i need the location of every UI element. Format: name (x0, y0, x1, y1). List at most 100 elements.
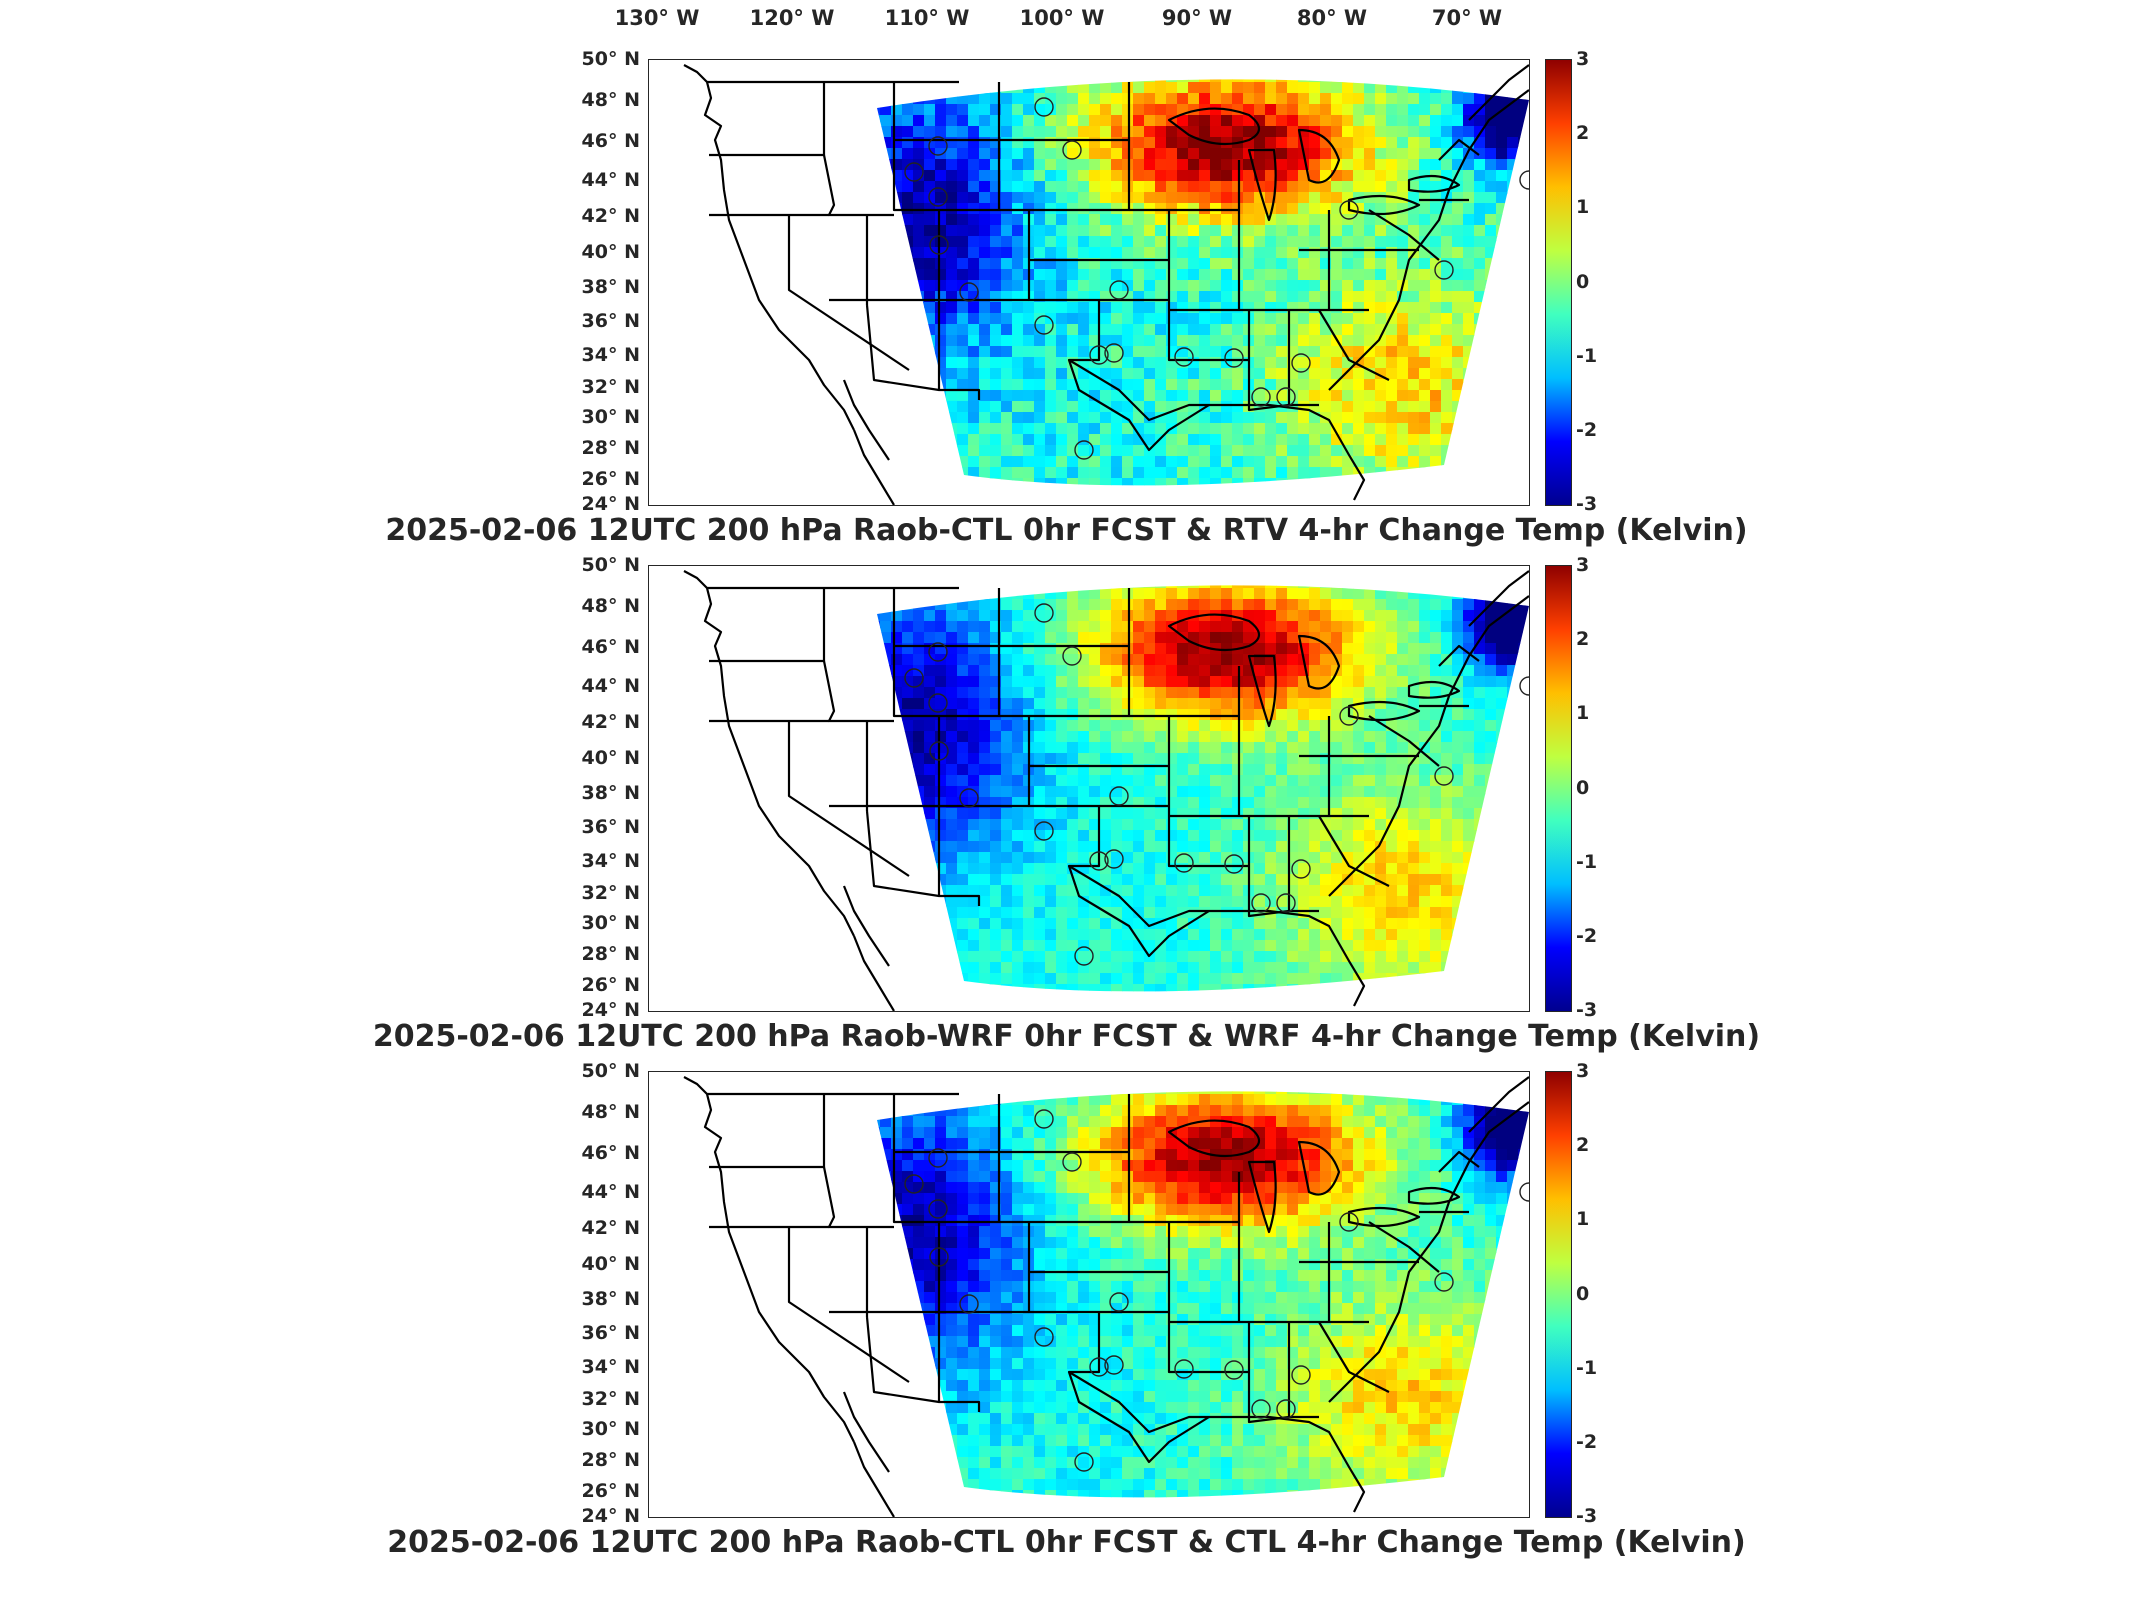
colorbar-tick-label: -2 (1576, 1430, 1598, 1453)
raob-station-marker (1034, 821, 1054, 841)
raob-station-marker (904, 162, 924, 182)
colorbar-tick-label: 1 (1576, 1208, 1590, 1231)
raob-station-marker (1104, 343, 1124, 363)
lon-label: 80° W (1296, 6, 1368, 30)
colorbar (1545, 565, 1572, 1012)
lon-label: 110° W (884, 6, 970, 30)
colorbar-tick-label: 2 (1576, 122, 1590, 145)
colorbar (1545, 1071, 1572, 1518)
raob-station-marker (1251, 1399, 1271, 1419)
colorbar-tick-label: -1 (1576, 1356, 1598, 1379)
lat-label: 34° N (581, 1356, 640, 1378)
colorbar-tick-label: -2 (1576, 924, 1598, 947)
raob-station-marker (1104, 849, 1124, 869)
lat-label: 32° N (581, 376, 640, 398)
raob-station-marker (904, 668, 924, 688)
colorbar-tick-label: -2 (1576, 418, 1598, 441)
panel-title: 2025-02-06 12UTC 200 hPa Raob-CTL 0hr FC… (387, 1525, 1746, 1560)
raob-station-marker (1089, 1357, 1109, 1377)
lat-label: 40° N (581, 241, 640, 263)
lat-label: 48° N (581, 89, 640, 111)
raob-station-marker (1174, 1359, 1194, 1379)
colorbar-tick-label: 0 (1576, 776, 1590, 799)
raob-station-marker (1174, 853, 1194, 873)
colorbar-tick-label: -1 (1576, 850, 1598, 873)
temperature-map (648, 59, 1530, 506)
lat-label: 24° N (581, 999, 640, 1021)
raob-station-marker (1109, 280, 1129, 300)
temperature-map (648, 565, 1530, 1012)
temperature-field (877, 79, 1529, 486)
raob-station-marker (1034, 315, 1054, 335)
lat-label: 50° N (581, 48, 640, 70)
lon-label: 120° W (749, 6, 835, 30)
lat-label: 24° N (581, 1505, 640, 1527)
lat-label: 42° N (581, 1217, 640, 1239)
lat-label: 36° N (581, 1322, 640, 1344)
colorbar-tick-label: 1 (1576, 196, 1590, 219)
colorbar-tick-label: -3 (1576, 999, 1598, 1021)
lat-label: 48° N (581, 595, 640, 617)
raob-station-marker (1104, 1355, 1124, 1375)
raob-station-marker (1034, 603, 1054, 623)
colorbar-tick-label: 0 (1576, 1282, 1590, 1305)
raob-station-marker (928, 693, 948, 713)
raob-station-marker (1276, 893, 1296, 913)
raob-station-marker (1251, 387, 1271, 407)
raob-station-marker (1519, 676, 1529, 696)
raob-station-marker (929, 235, 949, 255)
raob-station-marker (1089, 851, 1109, 871)
raob-station-marker (1062, 646, 1082, 666)
raob-station-marker (928, 642, 948, 662)
colorbar-tick-label: 2 (1576, 628, 1590, 651)
lat-label: 30° N (581, 406, 640, 428)
raob-station-marker (1074, 1452, 1094, 1472)
temperature-field (877, 585, 1529, 992)
colorbar (1545, 59, 1572, 506)
lat-label: 34° N (581, 850, 640, 872)
raob-station-marker (1224, 348, 1244, 368)
lat-label: 32° N (581, 1388, 640, 1410)
raob-station-marker (1434, 1272, 1454, 1292)
lat-label: 28° N (581, 943, 640, 965)
raob-station-marker (928, 1199, 948, 1219)
raob-station-marker (928, 136, 948, 156)
lat-label: 44° N (581, 675, 640, 697)
lon-label: 70° W (1431, 6, 1503, 30)
colorbar-tick-label: 0 (1576, 270, 1590, 293)
colorbar-tick-label: 2 (1576, 1134, 1590, 1157)
lat-label: 42° N (581, 205, 640, 227)
raob-station-marker (928, 1148, 948, 1168)
lat-label: 46° N (581, 636, 640, 658)
lat-label: 40° N (581, 747, 640, 769)
raob-station-marker (928, 187, 948, 207)
lon-label: 90° W (1161, 6, 1233, 30)
raob-station-marker (929, 1247, 949, 1267)
raob-station-marker (1109, 1292, 1129, 1312)
lat-label: 26° N (581, 468, 640, 490)
lat-label: 30° N (581, 1418, 640, 1440)
raob-station-marker (1224, 854, 1244, 874)
raob-station-marker (1291, 353, 1311, 373)
raob-station-marker (1291, 859, 1311, 879)
lat-label: 40° N (581, 1253, 640, 1275)
raob-station-marker (1339, 1212, 1359, 1232)
lat-label: 44° N (581, 1181, 640, 1203)
raob-station-marker (959, 1294, 979, 1314)
temperature-field (877, 1091, 1529, 1498)
lat-label: 48° N (581, 1101, 640, 1123)
raob-station-marker (1251, 893, 1271, 913)
lat-label: 44° N (581, 169, 640, 191)
raob-station-marker (904, 1174, 924, 1194)
raob-station-marker (959, 788, 979, 808)
lat-label: 42° N (581, 711, 640, 733)
panel-title: 2025-02-06 12UTC 200 hPa Raob-WRF 0hr FC… (372, 1019, 1761, 1054)
raob-station-marker (1034, 97, 1054, 117)
raob-station-marker (1062, 140, 1082, 160)
lat-label: 50° N (581, 1060, 640, 1082)
colorbar-tick-label: -3 (1576, 1505, 1598, 1527)
lat-label: 46° N (581, 130, 640, 152)
colorbar-tick-label: 3 (1576, 48, 1590, 70)
lat-label: 26° N (581, 974, 640, 996)
raob-station-marker (1276, 1399, 1296, 1419)
